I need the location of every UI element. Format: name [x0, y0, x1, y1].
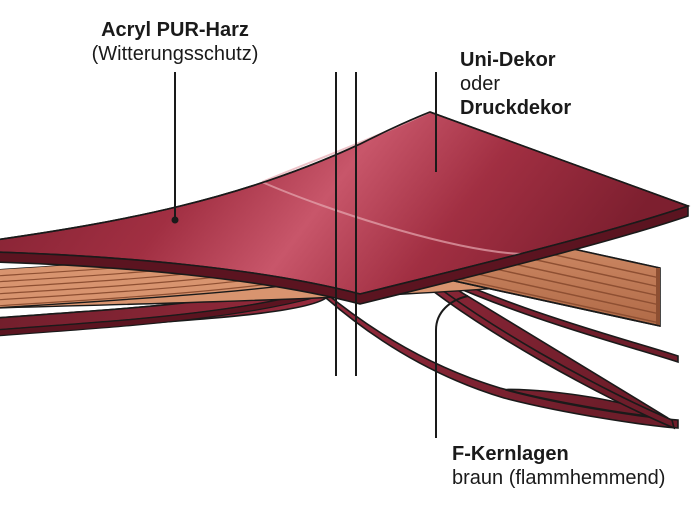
label-decor-3: Druckdekor [460, 97, 571, 119]
label-core-title: F-Kernlagen [452, 443, 569, 465]
label-acryl-sub: (Witterungsschutz) [92, 43, 259, 65]
label-decor-2: oder [460, 73, 500, 95]
label-decor-1: Uni-Dekor [460, 49, 556, 71]
label-core-sub: braun (flammhemmend) [452, 467, 665, 489]
layer-diagram: Acryl PUR-Harz (Witterungsschutz) Uni-De… [0, 0, 700, 513]
label-acryl-title: Acryl PUR-Harz [101, 19, 249, 41]
